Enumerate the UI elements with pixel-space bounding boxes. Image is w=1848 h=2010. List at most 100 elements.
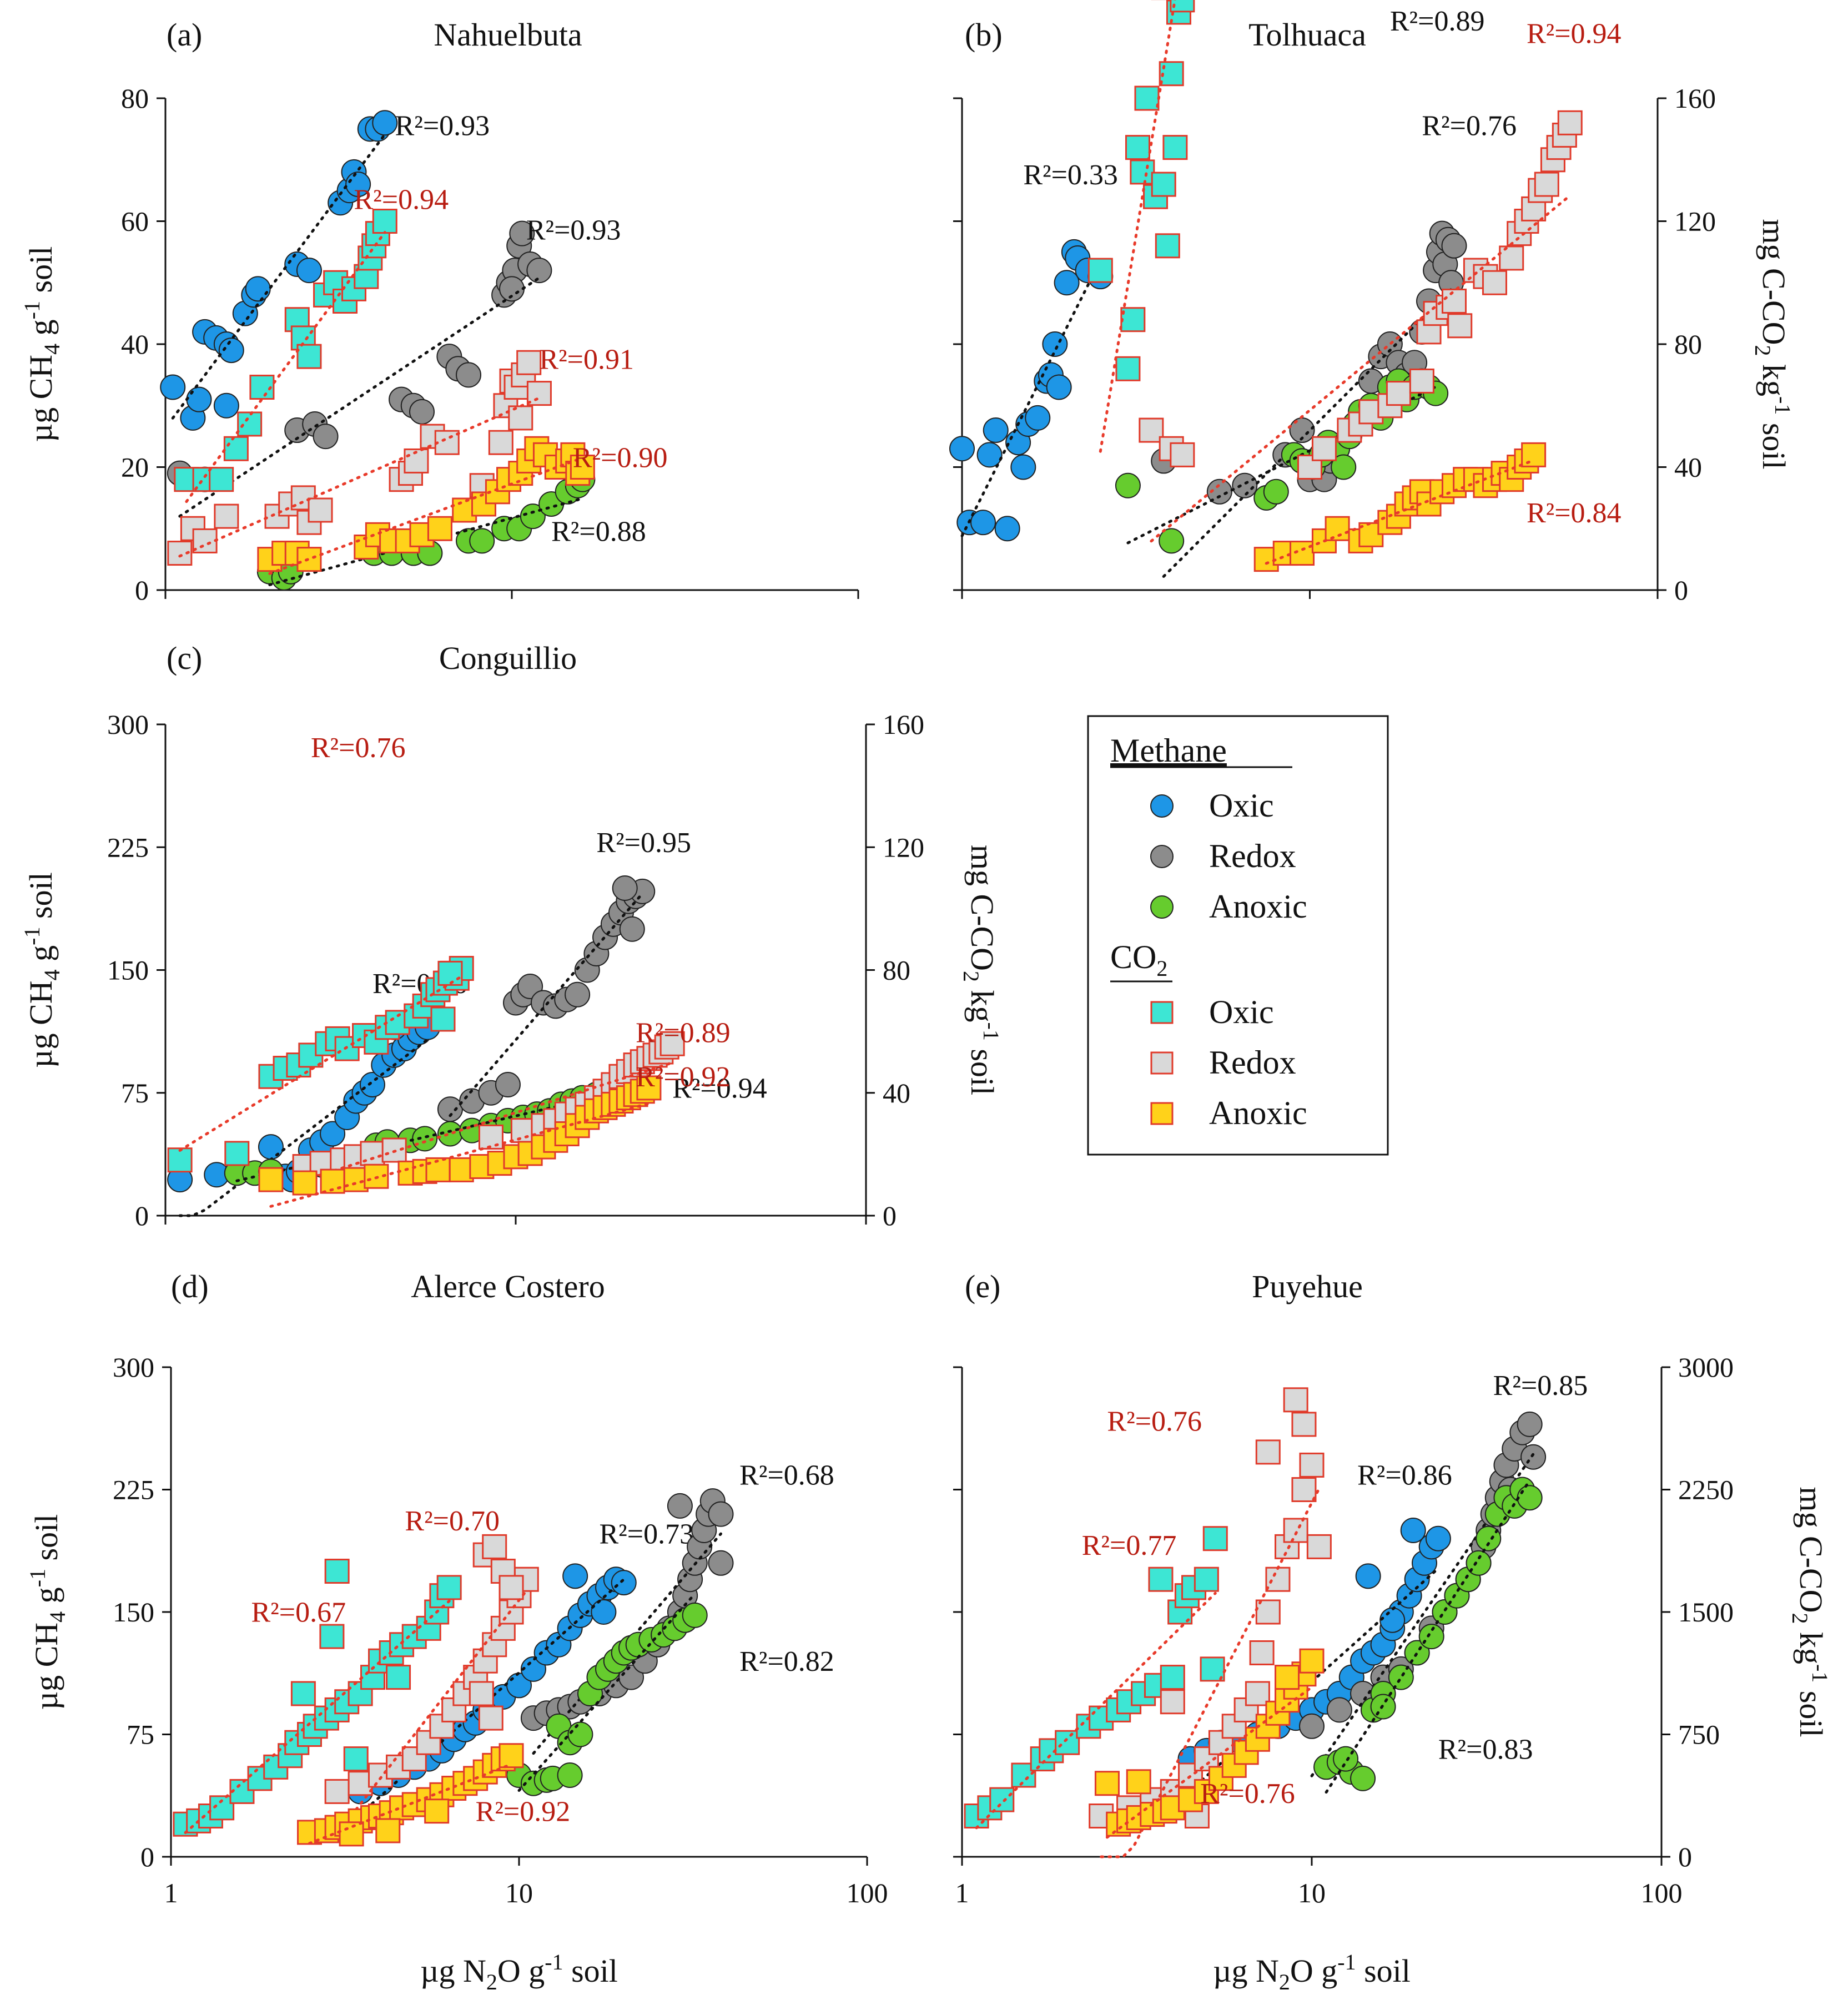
- series-methane-oxic: R²=0.33: [949, 159, 1118, 542]
- data-point: [1025, 405, 1051, 431]
- panel-a: (a) Nahuelbuta 0 20 40 60 80 µg CH4 g-1 soil R²=…: [19, 17, 859, 606]
- data-point: [1517, 1411, 1543, 1437]
- panel-title: Puyehue: [1252, 1268, 1363, 1304]
- trend-line: [960, 259, 1102, 537]
- trend-line: [975, 1591, 1217, 1830]
- trend-line: [359, 1578, 626, 1816]
- y-tick-label-left: 20: [121, 452, 149, 483]
- trend-line: [1265, 459, 1535, 565]
- panels: (a) Nahuelbuta 0 20 40 60 80 µg CH4 g-1 soil R²=…: [19, 0, 1832, 1994]
- data-point: [708, 1550, 734, 1576]
- trend-line: [269, 1102, 651, 1208]
- data-point: [1521, 442, 1547, 467]
- x-tick-label: 10: [505, 1877, 533, 1908]
- data-point: [1482, 270, 1507, 295]
- y-tick-label-right: 750: [1678, 1719, 1720, 1750]
- data-point: [526, 381, 552, 406]
- y-tick-label-left: 0: [135, 575, 149, 606]
- data-point: [324, 1779, 350, 1804]
- r2-label: R²=0.33: [1023, 159, 1118, 191]
- data-point: [1386, 381, 1411, 406]
- data-point: [1170, 0, 1195, 13]
- data-point: [682, 1602, 708, 1628]
- y-tick-label-left: 225: [113, 1474, 154, 1505]
- r2-label: R²=0.77: [1082, 1530, 1177, 1561]
- r2-label: R²=0.90: [573, 442, 668, 474]
- data-point: [296, 344, 322, 369]
- y-tick-label-right: 120: [1674, 206, 1716, 237]
- data-point: [1159, 528, 1185, 554]
- y-tick-label-left: 150: [107, 955, 149, 986]
- data-point: [1232, 472, 1258, 498]
- trend-line: [178, 975, 463, 1152]
- y-tick-label-left: 0: [140, 1841, 154, 1872]
- legend-methane-heading: Methane: [1110, 732, 1227, 769]
- x-tick-label: 1: [955, 1877, 969, 1908]
- y-tick-label-left: 60: [121, 206, 149, 237]
- data-point: [1476, 1525, 1502, 1551]
- data-point: [1255, 1439, 1281, 1465]
- data-point: [1299, 1648, 1325, 1674]
- r2-label: R²=0.67: [251, 1597, 346, 1629]
- legend-methane-anoxic-label: Anoxic: [1209, 888, 1307, 925]
- data-point: [1265, 1566, 1291, 1592]
- series-co2-redox: R²=0.89: [292, 1017, 731, 1182]
- data-point: [324, 1559, 350, 1584]
- series-co2-oxic: R²=0.94: [174, 184, 449, 503]
- data-point: [970, 510, 996, 536]
- data-point: [612, 875, 638, 901]
- data-point: [292, 1170, 318, 1196]
- data-point: [1115, 472, 1141, 498]
- data-point: [372, 110, 398, 136]
- data-point: [223, 436, 249, 461]
- data-point: [570, 455, 595, 480]
- series-co2-oxic: R²=0.77: [964, 1526, 1228, 1830]
- data-point: [1115, 356, 1141, 381]
- series-co2-redox: R²=0.76: [1089, 1387, 1332, 1858]
- data-point: [308, 497, 333, 523]
- r2-label: R²=0.86: [1357, 1460, 1452, 1492]
- y-tick-label-left: 75: [121, 1077, 149, 1109]
- trend-line: [303, 1061, 674, 1182]
- y-tick-label-left: 300: [113, 1352, 154, 1383]
- data-point: [449, 1157, 474, 1182]
- legend: Methane Oxic Redox Anoxic CO2 Oxic Redox…: [1087, 715, 1389, 1156]
- legend-methane-oxic-label: Oxic: [1209, 787, 1274, 824]
- data-point: [437, 960, 463, 986]
- r2-label: R²=0.82: [739, 1646, 834, 1677]
- r2-label: R²=0.76: [1422, 110, 1517, 142]
- data-point: [949, 436, 975, 462]
- data-point: [218, 337, 244, 364]
- data-point: [1291, 1412, 1317, 1437]
- y-tick-label-right: 0: [883, 1200, 897, 1231]
- data-point: [290, 1681, 316, 1706]
- y-axis-left-label: µg CH4 g-1 soil: [25, 1514, 70, 1710]
- r2-label: R²=0.84: [1527, 497, 1622, 529]
- panel-letter: (e): [965, 1268, 1000, 1304]
- data-point: [1249, 1640, 1275, 1665]
- trend-line: [449, 892, 644, 1117]
- data-point: [1087, 258, 1113, 283]
- panel-title: Tolhuaca: [1248, 17, 1366, 53]
- data-point: [339, 1821, 364, 1847]
- data-point: [1046, 374, 1072, 400]
- data-point: [192, 528, 218, 553]
- panel-c: (c) Conguillio 0 75 150 225 300 0 40 80 120 160 mg C…: [19, 640, 1004, 1231]
- data-point: [1520, 1444, 1547, 1470]
- y-axis-right-label: mg C-CO2 kg-1 soil: [1750, 219, 1795, 469]
- legend-methane-redox-label: Redox: [1209, 838, 1296, 874]
- data-point: [976, 442, 1003, 468]
- series-co2-redox: R²=0.70: [324, 1505, 539, 1836]
- data-point: [167, 1147, 193, 1173]
- data-point: [1126, 1769, 1151, 1795]
- trend-line: [1162, 285, 1456, 578]
- data-point: [469, 528, 495, 554]
- data-point: [1162, 135, 1188, 160]
- data-point: [1299, 1713, 1325, 1739]
- series-co2-anoxic: R²=0.90: [257, 436, 668, 575]
- data-point: [1275, 1665, 1300, 1690]
- data-point: [430, 1006, 456, 1032]
- data-point: [659, 1031, 685, 1056]
- data-point: [591, 1599, 617, 1625]
